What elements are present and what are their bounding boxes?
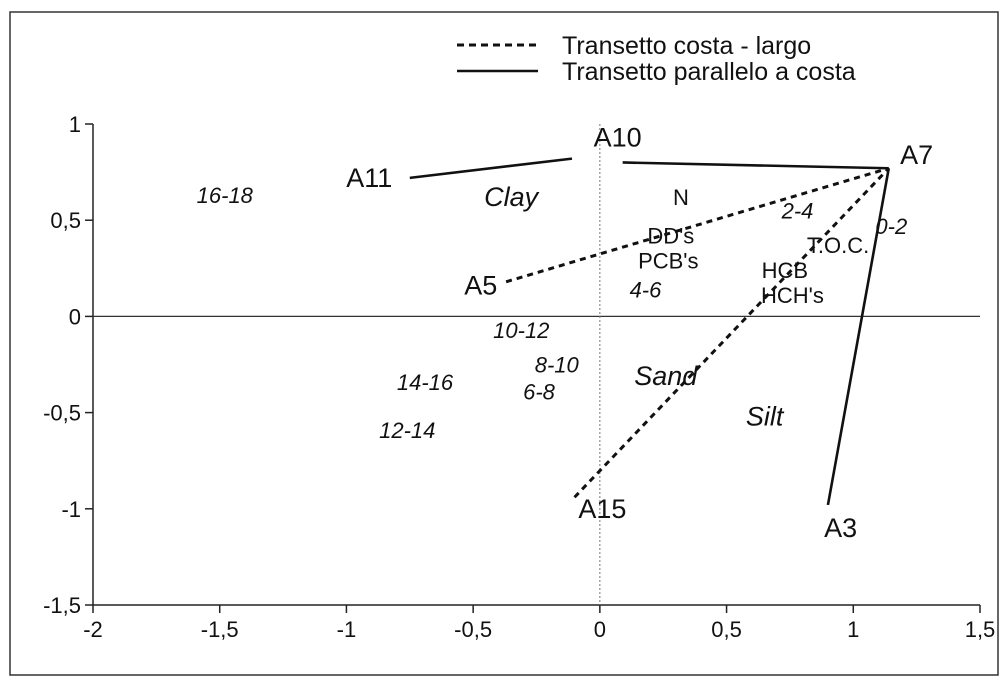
- y-tick-label-2: 0: [69, 304, 81, 329]
- x-tick-label-3: -0,5: [454, 617, 492, 642]
- x-tick-label-7: 1,5: [965, 617, 996, 642]
- variable-label-2: PCB's: [638, 249, 698, 274]
- variable-label-0: N: [673, 185, 689, 210]
- depth-label-3: 4-6: [630, 277, 663, 302]
- depth-label-8: 12-14: [379, 418, 435, 443]
- zero-lines: [93, 124, 980, 605]
- texture-label-silt: Silt: [746, 401, 785, 431]
- series-0-segment-1: [573, 167, 890, 499]
- variable-label-4: HCB: [762, 258, 808, 283]
- variable-label-1: DD's: [647, 224, 694, 249]
- station-label-a11: A11: [346, 163, 392, 193]
- x-tick-label-0: -2: [83, 617, 103, 642]
- depth-label-4: 10-12: [493, 318, 549, 343]
- x-tick-label-2: -1: [337, 617, 357, 642]
- variable-label-5: HCH's: [761, 283, 824, 308]
- y-tick-label-4: -1: [61, 497, 81, 522]
- texture-label-clay: Clay: [484, 182, 540, 212]
- series-lines: [409, 157, 891, 506]
- y-tick-label-1: 0,5: [50, 208, 81, 233]
- depth-label-5: 8-10: [535, 353, 580, 378]
- station-label-a10: A10: [594, 122, 642, 152]
- station-label-a3: A3: [824, 513, 857, 543]
- depth-label-0: 16-18: [197, 183, 254, 208]
- station-label-a15: A15: [578, 494, 626, 524]
- series-1-segment-2: [826, 168, 891, 506]
- y-tick-label-5: -1,5: [43, 593, 81, 618]
- series-1-segment-1: [622, 161, 889, 170]
- y-tick-label-0: 1: [69, 112, 81, 137]
- x-tick-label-6: 1: [847, 617, 859, 642]
- legend-label-1: Transetto parallelo a costa: [562, 58, 856, 86]
- depth-label-1: 2-4: [781, 199, 814, 224]
- variable-label-3: T.O.C.: [807, 233, 869, 258]
- depth-label-2: 0-2: [875, 214, 907, 239]
- x-tick-label-4: 0: [594, 617, 606, 642]
- series-0-segment-0: [505, 166, 890, 284]
- series-1-segment-0: [409, 157, 573, 180]
- axes: -2 -1,5 -1 -0,5 0 0,5 1 1,510,50-0,5-1-1,5: [43, 112, 995, 642]
- y-tick-label-3: -0,5: [43, 401, 81, 426]
- texture-label-sand: Sand: [634, 361, 698, 391]
- legend-label-0: Transetto costa - largo: [562, 32, 811, 60]
- x-tick-label-5: 0,5: [711, 617, 742, 642]
- depth-label-6: 14-16: [397, 370, 454, 395]
- station-label-a5: A5: [464, 271, 497, 301]
- outer-frame: [9, 11, 999, 676]
- depth-label-7: 6-8: [523, 379, 556, 404]
- station-label-a7: A7: [900, 140, 933, 170]
- x-tick-label-1: -1,5: [201, 617, 239, 642]
